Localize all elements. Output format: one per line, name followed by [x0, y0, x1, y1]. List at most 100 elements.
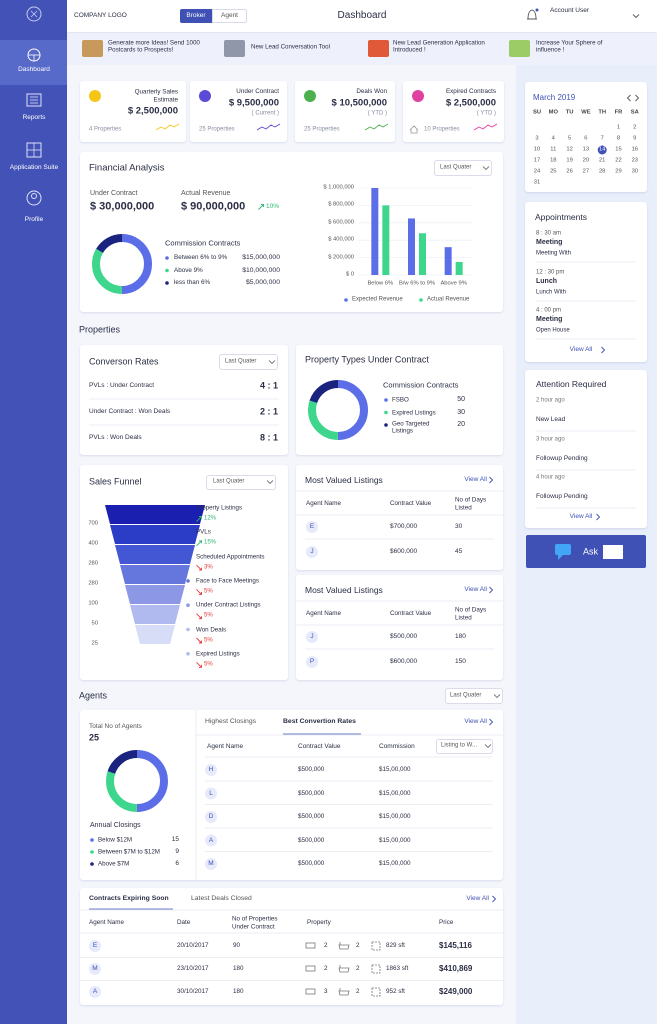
calendar-day[interactable]: 27: [582, 168, 590, 175]
banner-image: [509, 40, 530, 57]
metric-label: Actual Revenue: [181, 189, 231, 197]
dropdown[interactable]: [206, 475, 276, 490]
calendar-day[interactable]: 21: [598, 157, 606, 164]
calendar-day[interactable]: 20: [582, 157, 590, 164]
weekday: TU: [565, 109, 574, 116]
tab[interactable]: Highest Closings: [205, 717, 256, 725]
sidebar-active-item[interactable]: [0, 40, 67, 85]
calendar-day[interactable]: 29: [615, 168, 622, 175]
calendar-day[interactable]: 18: [550, 157, 557, 164]
appointment-detail: Meeting With: [536, 250, 572, 257]
tab[interactable]: Contracts Expiring Soon: [89, 894, 169, 902]
dropdown-label[interactable]: Last Quater: [213, 478, 245, 485]
banner-text[interactable]: New Lead Conversation Tool: [251, 43, 330, 51]
dropdown-label[interactable]: Last Quater: [225, 358, 257, 365]
view-all-link[interactable]: View All: [569, 346, 593, 354]
tab[interactable]: Best Convertion Rates: [283, 717, 356, 725]
calendar-day[interactable]: 6: [584, 135, 588, 142]
calendar-day[interactable]: 7: [600, 135, 604, 142]
calendar-day[interactable]: 17: [533, 157, 541, 164]
calendar-day[interactable]: 12: [566, 146, 573, 153]
calendar-day[interactable]: 4: [551, 135, 555, 142]
funnel-value: 280: [88, 560, 98, 567]
x-tick-label: Above 9%: [440, 280, 467, 287]
funnel-change: 3%: [204, 564, 213, 570]
legend-label: Between 6% to 9%: [174, 254, 228, 262]
toggle-label[interactable]: Broker: [186, 12, 206, 20]
calendar-day[interactable]: 22: [615, 157, 622, 164]
legend-title: Commission Contracts: [383, 380, 459, 390]
funnel-label: Property Listings: [196, 504, 243, 512]
calendar-day[interactable]: 23: [631, 157, 639, 164]
account-name[interactable]: Account User: [550, 7, 590, 15]
calendar-day[interactable]: 1: [616, 124, 621, 131]
trend-arrow: [199, 664, 202, 668]
view-all-link[interactable]: View All: [464, 718, 487, 726]
column-header: Date: [177, 919, 191, 927]
calendar-day[interactable]: 13: [582, 146, 590, 153]
legend-label: Expired Listings: [392, 408, 436, 416]
legend-dot: [186, 603, 190, 607]
banner-text[interactable]: Increase Your Sphere of influence !: [536, 39, 603, 54]
banner-text[interactable]: New Lead Generation Application Introduc…: [393, 39, 485, 54]
ask-button[interactable]: [526, 535, 646, 568]
calendar-day[interactable]: 10: [533, 146, 541, 153]
close-icon: [26, 6, 42, 22]
calendar-day[interactable]: 14: [598, 146, 606, 153]
ratio-value: 2 : 1: [259, 406, 278, 417]
calendar-day[interactable]: 25: [550, 168, 557, 175]
menu-item[interactable]: Application Suite: [9, 164, 59, 172]
banner-text[interactable]: Generate more Ideas! Send 1000 Postcards…: [108, 39, 200, 54]
broker-toggle[interactable]: [180, 9, 212, 23]
calendar-day[interactable]: 19: [566, 157, 573, 164]
legend-label: Above $7M: [98, 860, 130, 868]
cell: 90: [233, 942, 241, 950]
calendar-day[interactable]: 8: [616, 135, 621, 142]
cell: 829 sft: [386, 942, 405, 950]
calendar-day[interactable]: 5: [567, 135, 572, 142]
ask-label[interactable]: Ask: [583, 546, 599, 557]
view-all-link[interactable]: View All: [569, 513, 593, 521]
sidebar: [0, 0, 67, 1024]
stat-title: Under Contract: [236, 88, 279, 96]
section-title: Properties: [79, 324, 121, 335]
calendar-day[interactable]: 9: [633, 135, 637, 142]
view-all-link[interactable]: View All: [464, 586, 487, 594]
view-all-link[interactable]: View All: [464, 476, 487, 484]
calendar-day[interactable]: 30: [631, 168, 639, 175]
dropdown[interactable]: [445, 688, 503, 704]
funnel-label: Face to Face Meetings: [196, 577, 259, 585]
stat-icon: [199, 90, 211, 102]
cell: $15,00,000: [379, 836, 411, 844]
dropdown-label[interactable]: Last Quater: [440, 164, 472, 171]
calendar-day[interactable]: 15: [615, 146, 622, 153]
chevron: [489, 718, 494, 726]
calendar-day[interactable]: 24: [533, 168, 541, 175]
menu-item[interactable]: Profile: [24, 216, 44, 224]
dropdown[interactable]: [434, 160, 492, 176]
funnel-value: 50: [91, 620, 98, 627]
calendar-day[interactable]: 16: [631, 146, 639, 153]
agent-toggle[interactable]: [212, 9, 247, 23]
dropdown-label[interactable]: Last Quater: [450, 692, 482, 699]
dropdown[interactable]: [436, 739, 493, 754]
menu-item[interactable]: Reports: [22, 114, 46, 122]
column-header: Price: [439, 919, 454, 927]
calendar-day[interactable]: 11: [550, 146, 557, 153]
calendar-day[interactable]: 28: [598, 168, 606, 175]
dropdown-label[interactable]: Listing to W...: [441, 742, 478, 749]
funnel-change: 5%: [204, 636, 213, 643]
menu-item[interactable]: Dashboard: [18, 66, 50, 74]
toggle-label[interactable]: Agent: [221, 12, 238, 20]
bar: [408, 218, 415, 275]
calendar-day[interactable]: 31: [533, 179, 541, 186]
trend-arrow: [196, 540, 202, 547]
tab[interactable]: Latest Deals Closed: [191, 894, 252, 902]
calendar-day[interactable]: 2: [633, 124, 637, 131]
calendar-day[interactable]: 26: [566, 168, 573, 175]
calendar-day[interactable]: 3: [535, 135, 539, 142]
cell: $500,000: [298, 836, 325, 844]
view-all-link[interactable]: View All: [466, 895, 489, 903]
dropdown[interactable]: [219, 354, 278, 370]
weekday: SA: [630, 109, 639, 116]
